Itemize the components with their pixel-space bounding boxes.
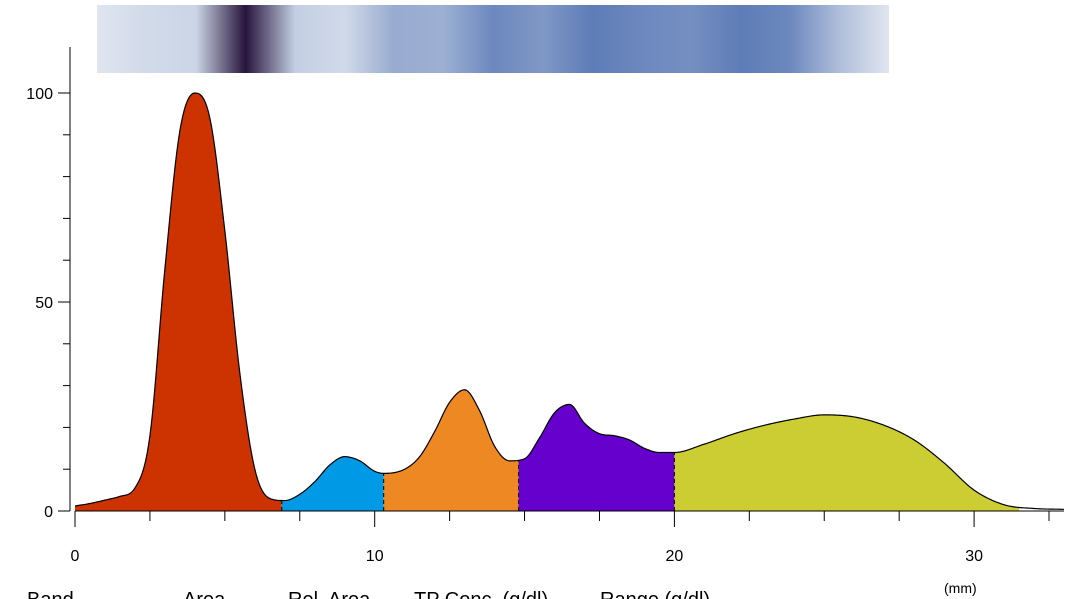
fraction-areas [75,93,1020,511]
y-tick-label: 0 [44,504,53,521]
gel-strip [97,5,889,73]
col-header-band: Band [27,589,74,599]
col-header-rel-area: Rel. Area [288,589,371,599]
x-tick-label: 0 [71,548,80,565]
results-table-header: Band Area Rel. Area TP Conc. (g/dl) Rang… [27,589,710,599]
col-header-area: Area [183,589,226,599]
x-tick-label: 30 [965,548,983,565]
fraction-dividers [281,452,675,511]
fraction-area-1 [75,93,282,511]
ticks: 0 50 100 0 10 20 30 [26,86,1050,565]
profile-curve [74,92,1065,510]
col-header-range: Range (g/dl) [600,589,710,599]
col-header-tp-conc: TP Conc. (g/dl) [414,589,548,599]
y-tick-label: 50 [35,295,53,312]
x-tick-label: 20 [665,548,683,565]
x-tick-label: 10 [366,548,384,565]
fraction-area-3 [383,389,519,511]
fraction-area-5 [674,414,1020,511]
fraction-area-4 [518,404,675,511]
x-unit-label: (mm) [944,580,977,596]
y-tick-label: 100 [26,86,53,103]
fraction-area-2 [281,456,384,511]
